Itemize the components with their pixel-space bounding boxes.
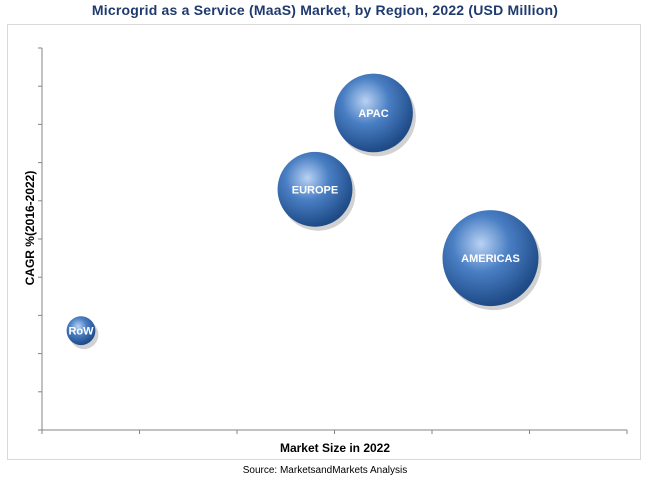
axes <box>38 47 628 434</box>
chart-frame <box>7 24 641 460</box>
bubble-europe <box>277 151 353 227</box>
x-axis-label: Market Size in 2022 <box>279 441 391 455</box>
bubble-label-apac: APAC <box>358 108 388 120</box>
bubbles: APAC EUROPE AMERICAS RoW <box>66 73 542 350</box>
chart-title: Microgrid as a Service (MaaS) Market, by… <box>91 2 559 18</box>
source-note: Source: MarketsandMarkets Analysis <box>242 465 408 476</box>
bubble-label-americas: AMERICAS <box>461 253 520 265</box>
bubble-label-europe: EUROPE <box>292 184 338 196</box>
bubble-row <box>66 316 96 346</box>
bubble-americas <box>442 210 539 307</box>
bubble-label-row: RoW <box>68 326 94 338</box>
bubble-apac <box>334 73 413 153</box>
